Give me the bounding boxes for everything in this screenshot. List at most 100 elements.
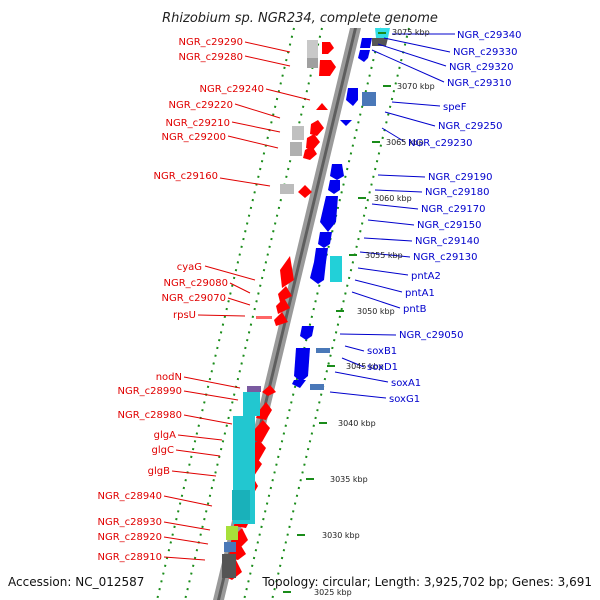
gene-label[interactable]: glgA xyxy=(154,430,176,441)
right-gene-labels: NGR_c29340 NGR_c29330 NGR_c29320 NGR_c29… xyxy=(367,30,522,405)
pseudogene-block xyxy=(307,40,318,62)
gene-soxG1[interactable] xyxy=(310,384,324,390)
gene-label[interactable]: NGR_c29050 xyxy=(399,330,464,341)
ruler-label: 3060 kbp xyxy=(374,194,412,203)
gene-pntA2[interactable] xyxy=(330,256,342,282)
gene-NGR_c29230[interactable] xyxy=(340,120,352,126)
gene-label[interactable]: NGR_c29150 xyxy=(417,220,482,231)
misc-feature xyxy=(247,386,261,392)
gene-label[interactable]: NGR_c28930 xyxy=(98,517,163,528)
gene-speF[interactable] xyxy=(346,88,358,106)
gene-label[interactable]: soxB1 xyxy=(367,346,397,357)
gene-NGR_c29140[interactable] xyxy=(314,248,328,266)
gene-NGR_c29310[interactable] xyxy=(372,38,388,46)
left-leader-lines xyxy=(163,41,311,561)
ruler-label: 3050 kbp xyxy=(357,307,395,316)
map-title: Rhizobium sp. NGR234, complete genome xyxy=(162,11,438,26)
gene-label[interactable]: NGR_c28940 xyxy=(98,491,163,502)
gene-NGR_c29050[interactable] xyxy=(300,326,314,340)
gene-NGR_c29220[interactable] xyxy=(310,120,324,136)
ruler-label: 3055 kbp xyxy=(365,251,403,260)
gene-NGR_c29210[interactable] xyxy=(306,134,320,150)
accession-label: Accession: NC_012587 xyxy=(8,575,144,589)
topology-label: Topology: circular; Length: 3,925,702 bp… xyxy=(261,575,592,589)
forward-lane-features xyxy=(222,40,318,578)
gene-label[interactable]: NGR_c29190 xyxy=(428,172,493,183)
gene-NGR_c29240[interactable] xyxy=(316,103,328,110)
gene-label[interactable]: glgB xyxy=(148,466,170,477)
gene-label[interactable]: NGR_c29170 xyxy=(421,204,486,215)
ruler-label: 3065 kbp xyxy=(386,138,424,147)
ruler-label: 3035 kbp xyxy=(330,475,368,484)
gene-NGR_c29130[interactable] xyxy=(310,262,326,284)
gene-label[interactable]: NGR_c29280 xyxy=(179,52,244,63)
pseudogene-block xyxy=(292,126,304,140)
gene-NGR_c29280[interactable] xyxy=(319,60,336,76)
gene-NGR_c28980[interactable] xyxy=(252,420,270,442)
gene-label[interactable]: NGR_c29290 xyxy=(179,37,244,48)
gene-NGR_c29150[interactable] xyxy=(318,232,332,248)
gene-label[interactable]: NGR_c29070 xyxy=(162,293,227,304)
gene-cyaG[interactable] xyxy=(280,256,294,288)
gene-label[interactable]: NGR_c29140 xyxy=(415,236,480,247)
gene-NGR_c29070[interactable] xyxy=(276,298,290,314)
gene-NGR_c29290[interactable] xyxy=(322,42,334,54)
gene-label[interactable]: NGR_c29130 xyxy=(413,252,478,263)
rna-block[interactable] xyxy=(243,392,260,416)
gene-NGR_c29250[interactable] xyxy=(362,92,376,106)
gene-label[interactable]: glgC xyxy=(152,445,174,456)
ruler-label: 3070 kbp xyxy=(397,82,435,91)
gene-rpsU[interactable] xyxy=(274,312,288,326)
gene-NGR_c29180[interactable] xyxy=(328,180,340,194)
gene-label[interactable]: soxA1 xyxy=(391,378,421,389)
gene-label[interactable]: NGR_c28990 xyxy=(118,386,183,397)
gene-NGR_c29320[interactable] xyxy=(358,50,370,62)
gene-label[interactable]: rpsU xyxy=(173,310,196,321)
gene-label[interactable]: NGR_c29080 xyxy=(164,278,229,289)
gene-label[interactable]: pntA2 xyxy=(411,271,441,282)
gene-label[interactable]: NGR_c29320 xyxy=(449,62,514,73)
gene-label[interactable]: NGR_c28920 xyxy=(98,532,163,543)
gene-label[interactable]: NGR_c29250 xyxy=(438,121,503,132)
gene-label[interactable]: NGR_c29200 xyxy=(162,132,227,143)
gene-label[interactable]: NGR_c29160 xyxy=(154,171,219,182)
gene-label[interactable]: NGR_c29240 xyxy=(200,84,265,95)
ruler-ticks xyxy=(283,32,391,593)
gene-NGR_c29330[interactable] xyxy=(360,38,372,48)
gene-label[interactable]: NGR_c29210 xyxy=(166,118,231,129)
gene-NGR_c29200[interactable] xyxy=(303,146,317,160)
gene-label[interactable]: NGR_c29330 xyxy=(453,47,518,58)
ruler-label: 3025 kbp xyxy=(314,588,352,597)
pseudogene-block xyxy=(280,184,294,194)
gene-label[interactable]: pntA1 xyxy=(405,288,435,299)
left-gene-labels: NGR_c29290 NGR_c29280 NGR_c29240 NGR_c29… xyxy=(98,37,265,563)
misc-feature-green xyxy=(226,526,238,540)
gene-label[interactable]: soxD1 xyxy=(367,362,398,373)
gene-label[interactable]: NGR_c29340 xyxy=(457,30,522,41)
gene-label[interactable]: pntB xyxy=(403,304,427,315)
gene-NGR_c29190[interactable] xyxy=(330,164,344,180)
gene-label[interactable]: soxG1 xyxy=(389,394,420,405)
ruler-label: 3040 kbp xyxy=(338,419,376,428)
gene-label[interactable]: nodN xyxy=(156,372,182,383)
right-leader-lines xyxy=(329,33,455,399)
gene-soxB1[interactable] xyxy=(294,348,310,382)
gene-NGR_c29080[interactable] xyxy=(278,286,292,302)
gene-soxA1[interactable] xyxy=(316,348,330,353)
gene-NGR_c29170[interactable] xyxy=(320,196,338,232)
gene-label[interactable]: NGR_c29180 xyxy=(425,187,490,198)
ruler-label: 3075 kbp xyxy=(392,28,430,37)
gene-label[interactable]: NGR_c29310 xyxy=(447,78,512,89)
gene-label[interactable]: NGR_c29230 xyxy=(408,138,473,149)
gene-label[interactable]: cyaG xyxy=(177,262,202,273)
gene-label[interactable]: NGR_c28980 xyxy=(118,410,183,421)
gene-nodN[interactable] xyxy=(262,385,276,396)
trna-mark xyxy=(256,316,272,319)
gene-label[interactable]: NGR_c29220 xyxy=(169,100,234,111)
gene-soxD1[interactable] xyxy=(292,380,306,388)
gene-label[interactable]: speF xyxy=(443,102,467,113)
misc-feature-blue xyxy=(224,542,236,552)
gene-label[interactable]: NGR_c28910 xyxy=(98,552,163,563)
gene-NGR_c29160[interactable] xyxy=(298,185,312,198)
ruler-labels: 3075 kbp 3070 kbp 3065 kbp 3060 kbp 3055… xyxy=(314,28,435,597)
